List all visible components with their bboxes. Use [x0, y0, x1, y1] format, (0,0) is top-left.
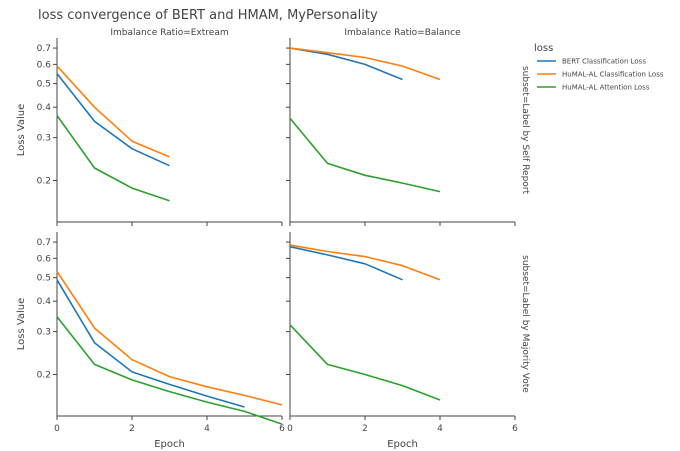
chart-title: loss convergence of BERT and HMAM, MyPer… [38, 8, 378, 23]
y-axis-title: Loss Value [16, 104, 27, 157]
axis-titles: Epoch Epoch Loss Value Loss Value [16, 104, 418, 450]
panel-r1-c0: 0.2 0.3 0.4 0.5 0.6 0.7 0 2 4 6 [37, 232, 285, 434]
series-line [56, 73, 170, 167]
series-line [289, 47, 441, 81]
legend-label: HuMAL-AL Attention Loss [562, 84, 650, 92]
panel-r1-c1: 0 2 4 6 [286, 232, 518, 434]
series-group-r1-c1 [289, 244, 441, 401]
facet-column-label: Imbalance Ratio=Extream [110, 28, 228, 38]
legend-item: HuMAL-AL Classification Loss [537, 71, 664, 79]
series-line [56, 115, 170, 202]
x-tick-label: 2 [129, 424, 135, 434]
x-axis-title: Epoch [154, 439, 185, 450]
y-tick-label: 0.7 [37, 238, 51, 248]
legend: loss BERT Classification Loss HuMAL-AL Cla… [534, 43, 664, 92]
facet-labels: Imbalance Ratio=Extream Imbalance Ratio=B… [110, 28, 530, 393]
series-line [289, 324, 441, 401]
y-tick-label: 0.4 [37, 103, 52, 113]
y-axis-title: Loss Value [16, 298, 27, 351]
series-line [289, 47, 403, 81]
legend-item: HuMAL-AL Attention Loss [537, 84, 650, 92]
facet-column-label: Imbalance Ratio=Balance [344, 28, 461, 38]
x-tick-label: 2 [362, 424, 368, 434]
x-tick-label: 0 [54, 424, 60, 434]
series-line [56, 279, 245, 408]
panel-r0-c1 [286, 38, 516, 226]
y-tick-label: 0.3 [37, 134, 51, 144]
legend-item: BERT Classification Loss [537, 58, 646, 66]
y-tick-label: 0.6 [37, 60, 52, 70]
y-tick-label: 0.5 [37, 80, 51, 90]
y-tick-label: 0.2 [37, 370, 51, 380]
y-tick-label: 0.4 [37, 297, 52, 307]
y-tick-label: 0.5 [37, 274, 51, 284]
x-axis-title: Epoch [387, 439, 418, 450]
legend-label: BERT Classification Loss [562, 58, 646, 66]
series-line [56, 65, 170, 158]
series-group-r1-c0 [56, 271, 283, 425]
x-tick-label: 0 [287, 424, 293, 434]
chart-panels: 0.2 0.3 0.4 0.5 0.6 0.7 0.2 0.3 0.4 0.5 0.6 0.7 0 2 4 6… [37, 38, 518, 434]
series-group-r0-c1 [289, 47, 441, 193]
y-tick-label: 0.3 [37, 328, 51, 338]
y-tick-label: 0.7 [37, 44, 51, 54]
series-group-r0-c0 [56, 65, 170, 202]
legend-title: loss [534, 43, 553, 54]
x-tick-label: 4 [204, 424, 210, 434]
series-line [289, 244, 441, 281]
series-line [56, 271, 283, 406]
panel-r0-c0: 0.2 0.3 0.4 0.5 0.6 0.7 [37, 38, 283, 226]
series-line [289, 117, 441, 193]
x-tick-label: 6 [279, 424, 285, 434]
facet-row-label: subset=Label by Majority Vote [520, 255, 530, 393]
series-line [56, 316, 283, 425]
series-line [289, 245, 403, 281]
x-tick-label: 4 [437, 424, 443, 434]
legend-label: HuMAL-AL Classification Loss [562, 71, 664, 79]
facet-row-label: subset=Label by Self Report [520, 66, 530, 195]
y-tick-label: 0.6 [37, 254, 52, 264]
x-tick-label: 6 [512, 424, 518, 434]
y-tick-label: 0.2 [37, 176, 51, 186]
